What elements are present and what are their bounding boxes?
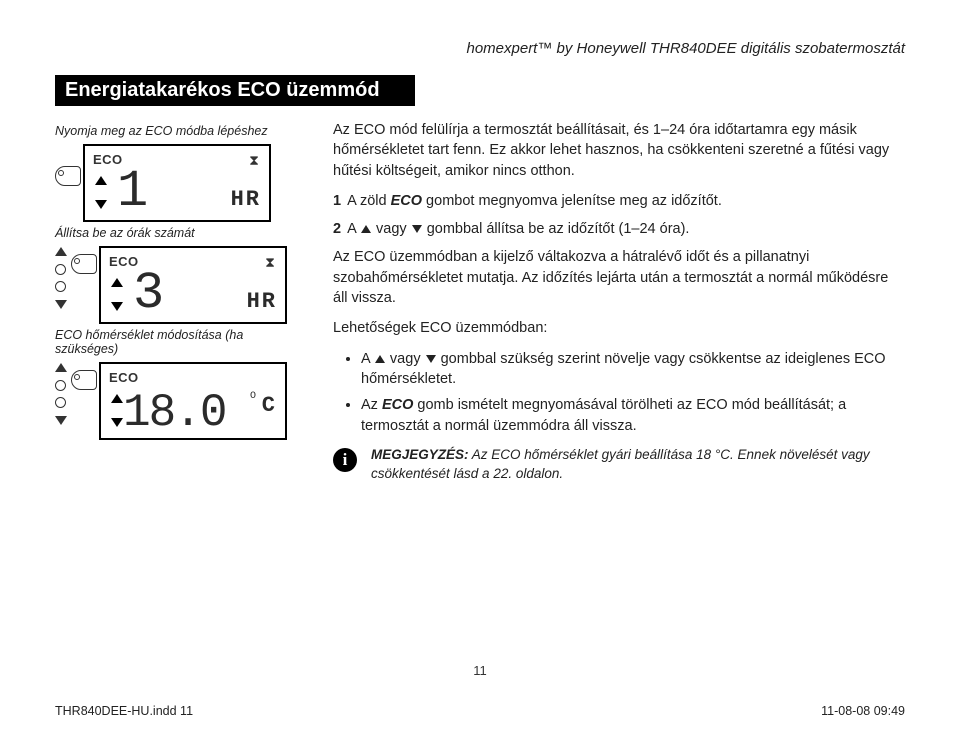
footer-file: THR840DEE-HU.indd 11 [55, 704, 193, 718]
lcd-1: ECO ⧗ 1 HR [83, 144, 271, 222]
lcd-unit-3: C [262, 393, 277, 418]
intro-para: Az ECO mód felülírja a termosztát beállí… [333, 120, 905, 181]
down-arrow-icon [95, 200, 107, 209]
lcd-big-3: 18.0 [123, 390, 225, 436]
step-2: 2A vagy gombbal állítsa be az időzítőt (… [333, 219, 905, 239]
screen-block-1: ECO ⧗ 1 HR [55, 144, 305, 222]
updown-buttons [55, 246, 67, 310]
lcd-unit-2: HR [247, 289, 277, 314]
down-triangle-icon [426, 355, 436, 363]
button-circle [55, 380, 66, 391]
options-heading: Lehetőségek ECO üzemmódban: [333, 318, 905, 338]
caption-3: ECO hőmérséklet módosítása (ha szükséges… [55, 328, 305, 356]
section-title: Energiatakarékos ECO üzemmód [55, 75, 415, 106]
finger-icon [71, 254, 97, 274]
hourglass-icon: ⧗ [249, 152, 259, 169]
down-triangle-icon [55, 416, 67, 425]
down-triangle-icon [412, 225, 422, 233]
para-display: Az ECO üzemmódban a kijelző váltakozva a… [333, 247, 905, 308]
caption-1: Nyomja meg az ECO módba lépéshez [55, 124, 305, 138]
step-1: 1A zöld ECO gombot megnyomva jelenítse m… [333, 191, 905, 211]
button-circle [55, 264, 66, 275]
note-block: i MEGJEGYZÉS: Az ECO hőmérséklet gyári b… [333, 446, 905, 484]
note-text: MEGJEGYZÉS: Az ECO hőmérséklet gyári beá… [371, 446, 905, 484]
up-triangle-icon [375, 355, 385, 363]
down-arrow-icon [111, 418, 123, 427]
footer-timestamp: 11-08-08 09:49 [821, 704, 905, 718]
page-number: 11 [0, 663, 960, 678]
down-triangle-icon [55, 300, 67, 309]
finger-icon [55, 166, 81, 186]
down-arrow-icon [111, 302, 123, 311]
finger-icon [71, 370, 97, 390]
info-icon: i [333, 448, 357, 472]
up-arrow-icon [111, 278, 123, 287]
lcd-2: ECO ⧗ 3 HR [99, 246, 287, 324]
up-triangle-icon [55, 363, 67, 372]
option-1: A vagy gombbal szükség szerint növelje v… [361, 349, 905, 390]
lcd-big-1: 1 [117, 166, 146, 218]
degree-icon: O [250, 391, 257, 402]
lcd-big-2: 3 [133, 268, 162, 320]
eco-label: ECO [109, 370, 139, 385]
lcd-3: ECO 18.0 O C [99, 362, 287, 440]
up-triangle-icon [361, 225, 371, 233]
up-arrow-icon [95, 176, 107, 185]
header-product: homexpert™ by Honeywell THR840DEE digitá… [55, 40, 905, 57]
option-2: Az ECO gomb ismételt megnyomásával töröl… [361, 395, 905, 436]
screen-block-2: ECO ⧗ 3 HR [55, 246, 305, 324]
updown-buttons [55, 362, 67, 426]
hourglass-icon: ⧗ [265, 254, 275, 271]
up-arrow-icon [111, 394, 123, 403]
left-illustrations: Nyomja meg az ECO módba lépéshez ECO ⧗ 1… [55, 120, 305, 484]
print-footer: THR840DEE-HU.indd 11 11-08-08 09:49 [55, 704, 905, 718]
screen-block-3: ECO 18.0 O C [55, 362, 305, 440]
options-list: A vagy gombbal szükség szerint növelje v… [361, 349, 905, 436]
button-circle [55, 397, 66, 408]
lcd-unit-1: HR [231, 187, 261, 212]
up-triangle-icon [55, 247, 67, 256]
button-circle [55, 281, 66, 292]
caption-2: Állítsa be az órák számát [55, 226, 305, 240]
body-text: Az ECO mód felülírja a termosztát beállí… [333, 120, 905, 484]
